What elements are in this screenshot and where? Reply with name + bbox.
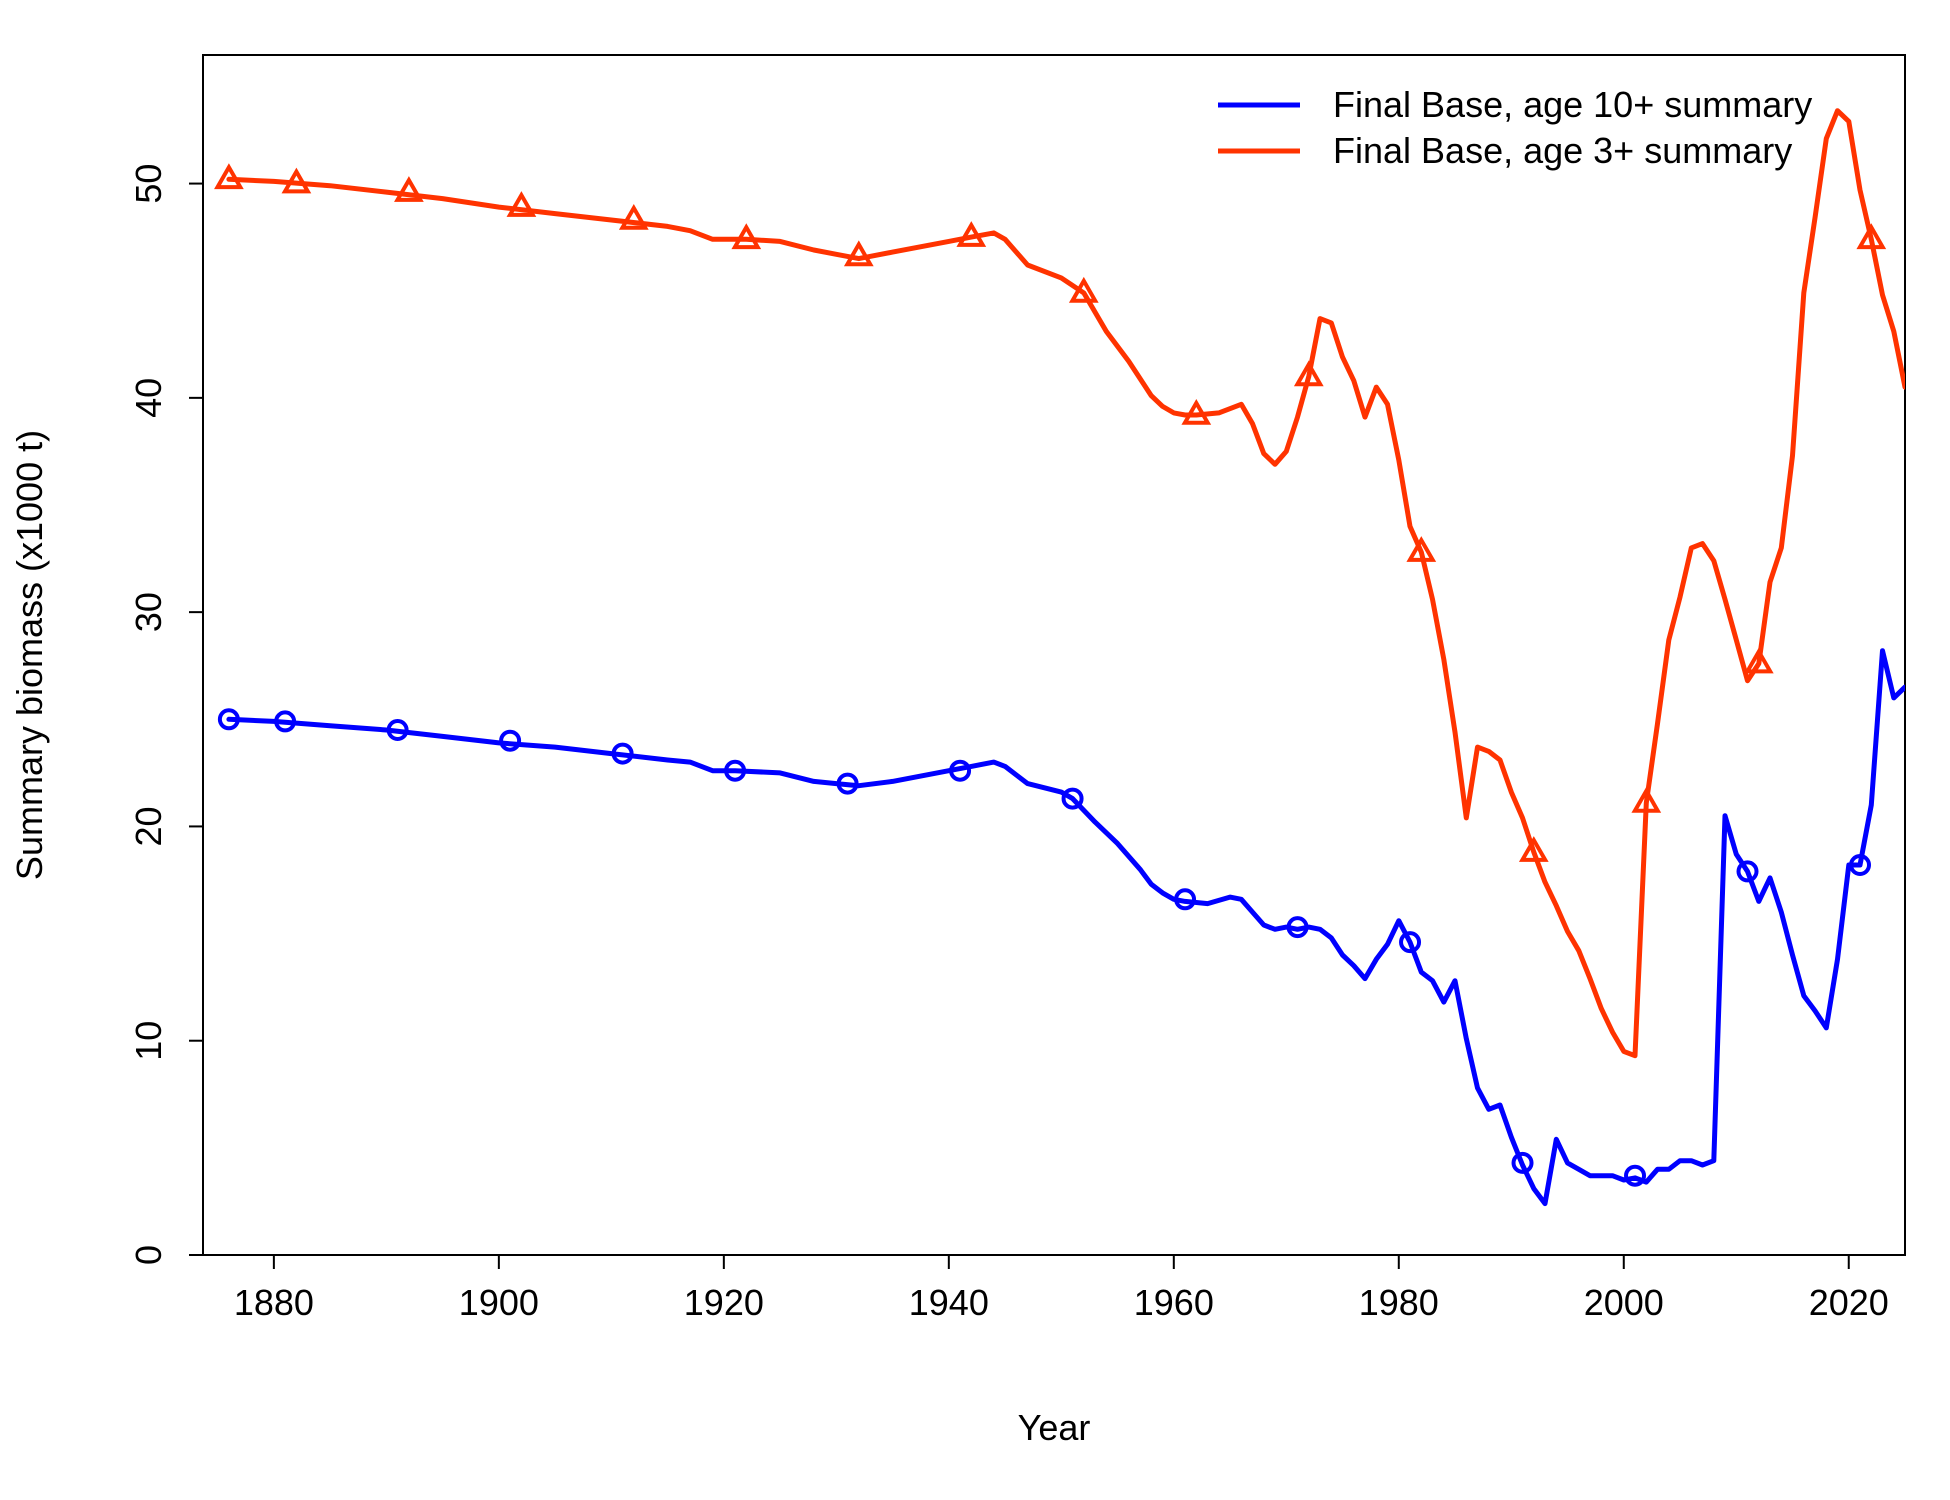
series-1-point: [499, 729, 522, 752]
y-axis-label: Summary biomass (x1000 t): [9, 430, 50, 880]
x-tick-label: 2020: [1809, 1282, 1889, 1323]
plot-frame: [202, 54, 1906, 1256]
series-1-point: [217, 708, 240, 731]
series-2-point: [1181, 398, 1212, 425]
legend-label-1: Final Base, age 10+ summary: [1333, 84, 1812, 125]
series-1-point: [1849, 854, 1872, 876]
series-1-point: [611, 742, 634, 765]
series-line-2: [226, 108, 1905, 1059]
series-1-point: [1511, 1151, 1534, 1174]
x-tick-label: 1980: [1359, 1282, 1439, 1323]
series-2-point: [1293, 360, 1324, 387]
series-2-point: [1518, 836, 1549, 862]
series-2-point: [281, 167, 312, 194]
y-tick-label: 30: [128, 592, 169, 632]
series-2-point: [1743, 647, 1774, 674]
x-tick-label: 1960: [1134, 1282, 1214, 1323]
series-1-point: [1286, 916, 1309, 939]
x-tick-label: 1920: [684, 1282, 764, 1323]
series-2-point: [843, 240, 874, 267]
series-2-point: [956, 221, 987, 247]
series-1-point: [274, 710, 297, 733]
series-1-point: [1399, 931, 1422, 954]
x-tick-label: 1900: [459, 1282, 539, 1323]
series-2-point: [1406, 536, 1437, 562]
series-1-point: [1061, 787, 1084, 810]
y-tick-label: 20: [128, 806, 169, 846]
x-axis-label: Year: [1018, 1407, 1091, 1448]
legend-label-2: Final Base, age 3+ summary: [1333, 130, 1792, 171]
x-tick-label: 1880: [234, 1282, 314, 1323]
y-tick-label: 0: [128, 1245, 169, 1265]
x-tick-label: 2000: [1584, 1282, 1664, 1323]
series-2-point: [1856, 223, 1887, 250]
legend: Final Base, age 10+ summary Final Base, a…: [1218, 84, 1812, 171]
y-tick-label: 10: [128, 1021, 169, 1061]
series-1-point: [949, 759, 972, 782]
series-2-point: [618, 203, 649, 230]
x-tick-label: 1940: [909, 1282, 989, 1323]
series-2-point: [214, 163, 244, 190]
series-line-1: [226, 648, 1905, 1207]
series-1-point: [1736, 860, 1759, 883]
y-tick-label: 50: [128, 164, 169, 204]
series-1-point: [386, 719, 409, 741]
series-2-point: [1068, 276, 1099, 303]
series-1-point: [836, 772, 859, 795]
series-2-point: [506, 191, 537, 217]
series-layer: [214, 108, 1905, 1207]
series-2-point: [394, 176, 424, 202]
series-1-point: [1624, 1164, 1647, 1187]
series-2-point: [731, 223, 762, 250]
series-2-point: [1631, 786, 1662, 813]
series-1-point: [724, 759, 747, 782]
axes-group: 1880 1900 1920 1940 1960 1980 2000 2020 0 10 20 30 4…: [128, 54, 1906, 1323]
y-tick-label: 40: [128, 378, 169, 418]
series-1-point: [1174, 888, 1197, 911]
